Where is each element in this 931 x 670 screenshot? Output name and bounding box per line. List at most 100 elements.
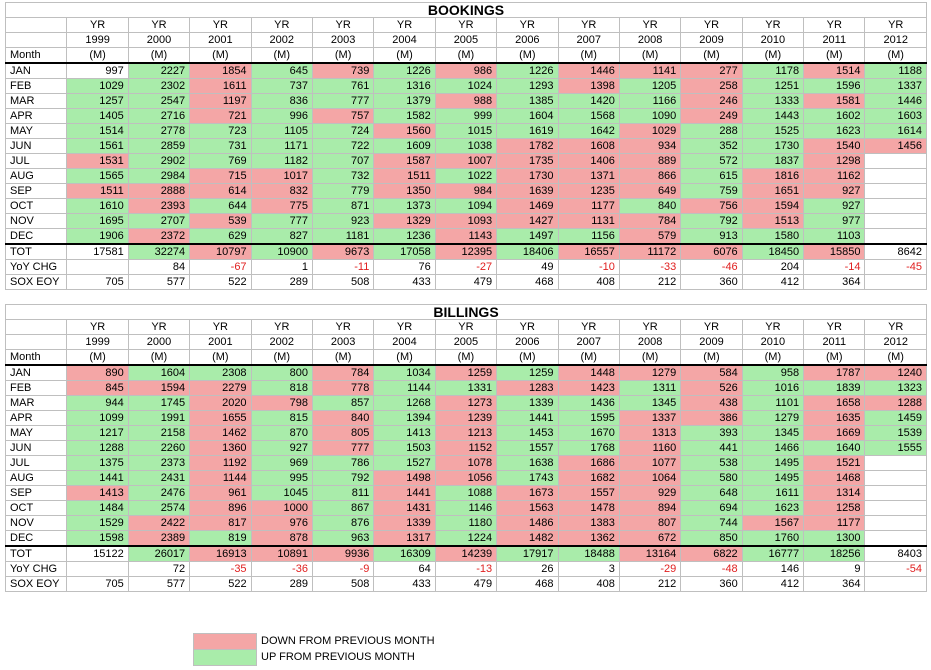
value-cell: 777: [311, 440, 375, 456]
value-cell: 1531: [66, 153, 129, 169]
value-cell: 1478: [557, 500, 620, 516]
total-cell: 12395: [434, 243, 498, 260]
value-cell: 1016: [741, 380, 805, 396]
month-label: DEC: [4, 228, 68, 245]
value-cell: 1279: [741, 410, 805, 426]
value-cell: 1527: [373, 455, 436, 471]
value-cell: 1181: [311, 228, 375, 245]
value-cell: 1177: [557, 198, 620, 214]
month-label: NOV: [4, 213, 68, 229]
month-label: FEB: [4, 380, 68, 396]
value-cell: 1273: [434, 395, 498, 411]
value-cell: 1456: [864, 138, 927, 154]
value-cell: 1623: [803, 123, 866, 139]
sox-cell: 212: [618, 576, 682, 592]
unit-header: (M): [189, 47, 252, 64]
bookings-title-row: BOOKINGS: [5, 2, 927, 18]
value-cell: 584: [680, 364, 743, 381]
value-cell: 1596: [803, 78, 866, 94]
value-cell: 2422: [127, 515, 191, 531]
value-cell: 288: [680, 123, 743, 139]
month-label: JUN: [4, 440, 68, 456]
table-row: JUL 1375 2373 1192 969 786 1527 1078 1638 1686 107…: [4, 455, 927, 471]
value-cell: 784: [311, 364, 375, 381]
value-cell: 1093: [434, 213, 498, 229]
value-cell: 1453: [496, 425, 559, 441]
yoy-cell: -35: [189, 561, 252, 577]
table-row: AUG 1565 2984 715 1017 732 1511 1022 1730 1371 866…: [4, 168, 927, 184]
year-header: 2002: [250, 32, 313, 48]
total-cell: 13164: [618, 545, 682, 562]
corner-cell: [4, 32, 68, 48]
value-cell: 1839: [803, 380, 866, 396]
value-cell: 1525: [741, 123, 805, 139]
unit-header: (M): [741, 47, 805, 64]
value-cell: 840: [618, 198, 682, 214]
value-cell: 1103: [803, 228, 866, 245]
value-cell: 1226: [496, 62, 559, 79]
yr-label: YR: [680, 319, 743, 335]
value-cell: 1311: [618, 380, 682, 396]
value-cell: 1371: [557, 168, 620, 184]
legend-down-swatch: [193, 632, 257, 650]
yoy-cell: -10: [557, 259, 620, 275]
value-cell: 1568: [557, 108, 620, 124]
yoy-cell: -67: [189, 259, 252, 275]
year-header: 2010: [741, 334, 805, 350]
sox-cell: 364: [803, 576, 866, 592]
value-cell: 757: [311, 108, 375, 124]
value-cell: 1038: [434, 138, 498, 154]
sox-cell: 412: [741, 274, 805, 290]
table-row: JAN 997 2227 1854 645 739 1226 986 1226 1446 1141 2…: [4, 62, 927, 79]
yoy-cell: -11: [311, 259, 375, 275]
month-label: JAN: [4, 62, 68, 79]
value-cell: 1669: [803, 425, 866, 441]
value-cell: 1213: [434, 425, 498, 441]
yoy-cell: -46: [680, 259, 743, 275]
value-cell: 805: [311, 425, 375, 441]
value-cell: 1602: [803, 108, 866, 124]
value-cell: 246: [680, 93, 743, 109]
value-cell: 1555: [864, 440, 927, 456]
year-header: 2003: [311, 334, 375, 350]
value-cell: 1197: [189, 93, 252, 109]
unit-header: (M): [250, 349, 313, 366]
value-cell: 832: [250, 183, 313, 199]
value-cell: 1314: [803, 485, 866, 501]
value-cell: 1177: [803, 515, 866, 531]
month-label: MAR: [4, 93, 68, 109]
value-cell: 258: [680, 78, 743, 94]
yoy-cell: [66, 259, 129, 275]
month-label: AUG: [4, 168, 68, 184]
year-header: 2000: [127, 334, 191, 350]
value-cell: 827: [250, 228, 313, 245]
year-header: 2005: [434, 334, 498, 350]
yoy-cell: 146: [741, 561, 805, 577]
value-cell: 2431: [127, 470, 191, 486]
value-cell: 997: [66, 62, 129, 79]
value-cell: 890: [66, 364, 129, 381]
value-cell: 1064: [618, 470, 682, 486]
value-cell: 2778: [127, 123, 191, 139]
month-label: OCT: [4, 198, 68, 214]
unit-header: (M): [496, 349, 559, 366]
value-cell: 1565: [66, 168, 129, 184]
year-header: 2007: [557, 32, 620, 48]
value-cell: 1611: [189, 78, 252, 94]
value-cell: 1329: [373, 213, 436, 229]
value-cell: 672: [618, 530, 682, 547]
yoy-cell: -9: [311, 561, 375, 577]
yoy-cell: 1: [250, 259, 313, 275]
value-cell: 1462: [189, 425, 252, 441]
year-header: 2010: [741, 32, 805, 48]
value-cell: 1240: [864, 364, 927, 381]
value-cell: 722: [311, 138, 375, 154]
total-label: TOT: [4, 243, 68, 260]
month-column-header: Month: [4, 349, 68, 366]
billings-yr-row: YR YR YR YR YR YR YR YR YR YR YR YR YR YR: [4, 319, 927, 335]
value-cell: 2859: [127, 138, 191, 154]
yr-label: YR: [864, 17, 927, 33]
table-row: FEB 845 1594 2279 818 778 1144 1331 1283 1423 1311…: [4, 380, 927, 396]
value-cell: 1854: [189, 62, 252, 79]
yr-label: YR: [741, 17, 805, 33]
